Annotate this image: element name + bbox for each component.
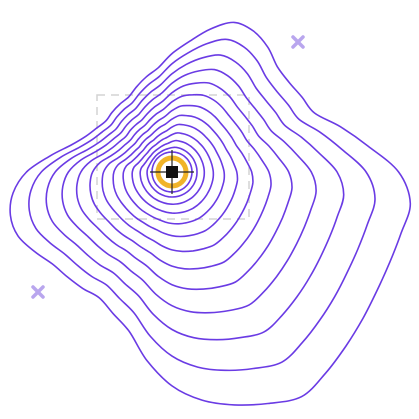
contour-line: [131, 132, 215, 214]
contour-line: [146, 146, 198, 198]
x-mark-icon[interactable]: [31, 285, 45, 299]
contour-line: [75, 81, 293, 291]
x-mark-icon[interactable]: [291, 35, 305, 49]
contour-line: [28, 38, 376, 372]
contour-line: [89, 93, 272, 270]
contour-group: [9, 21, 412, 406]
contour-line: [61, 68, 317, 314]
target-core: [166, 166, 178, 178]
contour-line: [112, 114, 239, 238]
target-crosshair-icon[interactable]: [150, 150, 194, 194]
contour-line: [122, 123, 226, 225]
contour-line: [45, 54, 345, 341]
contour-line: [139, 139, 206, 206]
contour-line: [9, 21, 412, 406]
contour-line: [101, 104, 254, 253]
